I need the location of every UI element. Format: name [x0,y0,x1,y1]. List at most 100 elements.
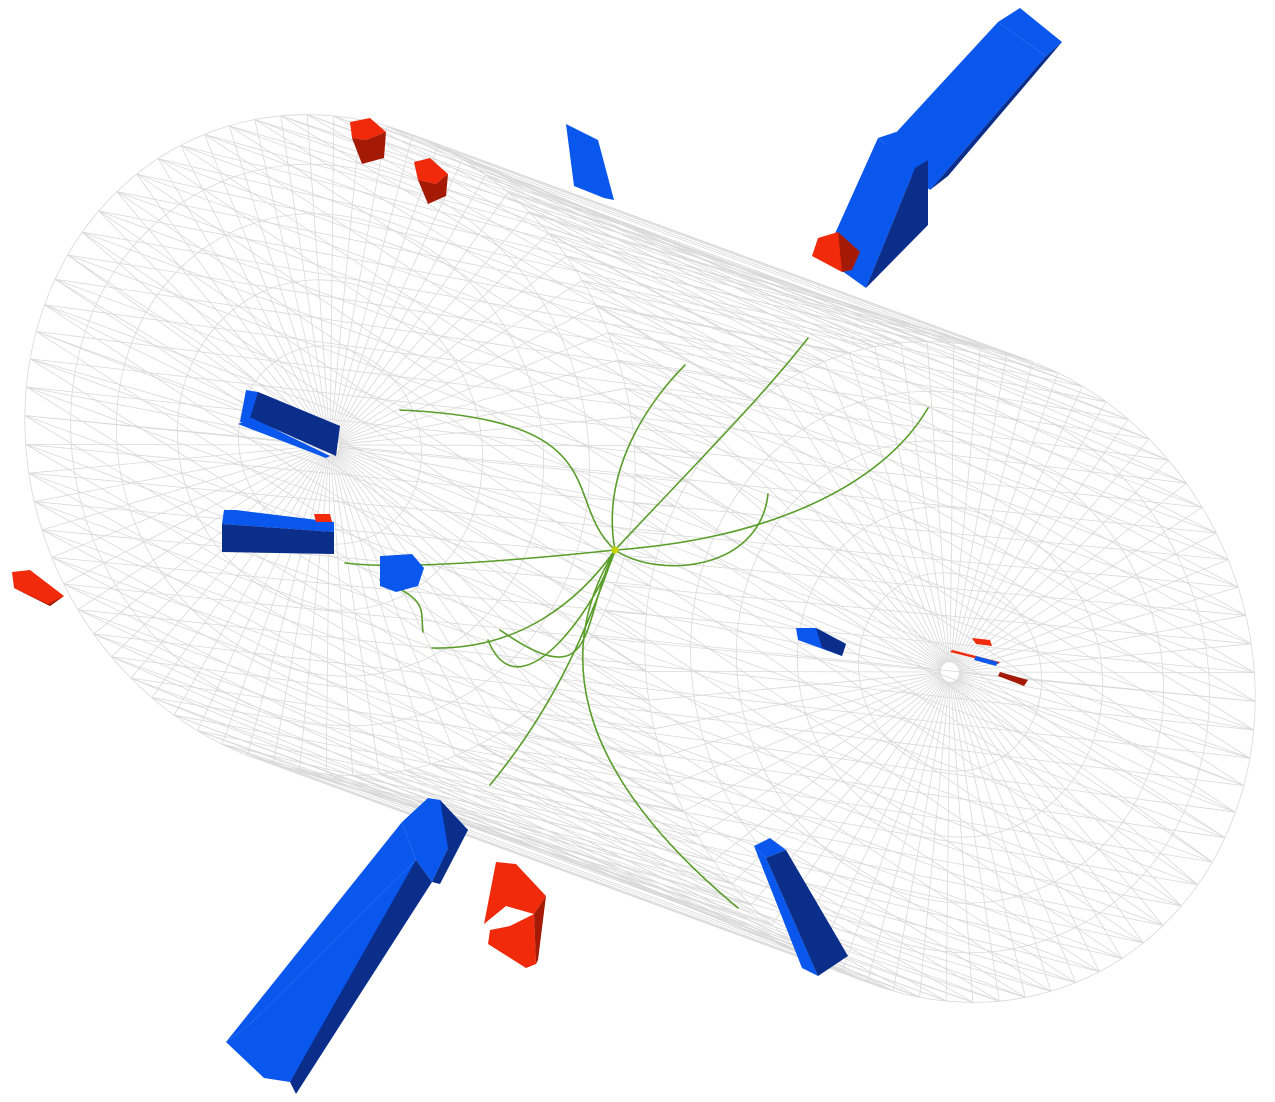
mesh-barrel-line [136,173,665,533]
mesh-barrel-line [623,558,1246,616]
red-tower-icon [972,638,992,646]
red-tower-icon [352,132,386,164]
mesh-spoke [718,437,944,666]
particle-track [614,337,809,551]
mesh-barrel-line [36,331,657,559]
mesh-barrel-line [485,174,954,344]
red-tower-icon [488,914,536,968]
mesh-barrel-line [592,634,1213,863]
mesh-barrel-line [623,558,1244,786]
mesh-barrel-line [26,386,647,615]
mesh-spoke [98,210,324,439]
mesh-spoke [77,449,323,610]
mesh-barrel-line [25,444,699,837]
mesh-barrel-line [111,656,732,885]
mesh-spoke [221,453,328,745]
mesh-barrel-line [77,609,699,837]
mesh-barrel-line [157,158,779,386]
particle-track [581,549,739,909]
mesh-barrel-line [93,633,714,862]
particle-track [431,549,616,649]
particle-track [499,549,616,658]
mesh-barrel-line [604,610,1226,839]
mesh-spoke [959,671,1255,673]
blue-tower-icon [432,800,468,884]
mesh-barrel-line [581,280,1255,673]
mesh-barrel-line [254,119,738,419]
mesh-barrel-line [501,731,1123,959]
mesh-spoke [335,211,530,439]
mesh-barrel-line [360,119,825,362]
blue-tower-icon [766,850,848,976]
mesh-barrel-line [307,114,779,386]
blue-tower-icon [816,628,846,656]
mesh-barrel-line [157,158,676,507]
mesh-barrel-line [221,743,843,972]
mesh-spoke [900,342,949,663]
mesh-barrel-line [28,472,714,862]
mesh-barrel-line [204,134,825,362]
calorimeter-deposits [12,8,1062,1094]
blue-tower-icon [754,838,786,858]
mesh-spoke [306,114,330,436]
red-tower-icon [484,862,546,924]
mesh-barrel-line [98,210,651,587]
mesh-ring [70,163,590,727]
blue-tower-icon [566,124,614,200]
mesh-spoke [25,443,321,446]
blue-tower-icon [930,42,1062,190]
red-tower-icon [838,232,860,272]
mesh-spoke [955,679,1144,944]
blue-tower-icon [226,822,416,1042]
mesh-spoke [953,681,1076,983]
mesh-spoke [334,174,487,438]
mesh-barrel-line [577,657,1198,886]
blue-tower-icon [998,8,1062,56]
mesh-spoke [331,454,380,775]
red-tower-icon [998,672,1028,686]
blue-tower-icon [238,418,330,458]
particle-track [344,549,616,567]
mesh-spoke [116,191,324,438]
mesh-spoke [958,559,1229,669]
mesh-barrel-line [581,280,1203,508]
mesh-barrel-line [542,698,1164,926]
mesh-spoke [736,418,944,665]
mesh-barrel-line [507,192,1229,560]
mesh-barrel-line [111,656,868,983]
mesh-barrel-line [26,386,673,785]
mesh-barrel-line [462,158,928,343]
mesh-barrel-line [485,174,1107,403]
mesh-barrel-line [455,755,1198,886]
mesh-spoke [338,448,616,586]
mesh-spoke [713,677,944,862]
particle-tracks [344,337,929,909]
mesh-barrel-line [63,583,795,943]
mesh-spoke [654,673,942,730]
mesh-barrel-line [273,763,894,992]
mesh-spoke [157,158,326,437]
mesh-spoke [111,451,324,658]
blue-tower-icon [380,554,424,592]
mesh-spoke [958,675,1244,786]
mesh-barrel-line [98,210,719,439]
mesh-ring [690,390,1210,954]
mesh-barrel-line [528,211,1239,588]
mesh-spoke [956,459,1169,666]
mesh-spoke [650,585,942,670]
mesh-spoke [957,677,1213,863]
particle-track [614,493,769,567]
mesh-spoke [687,481,943,667]
mesh-spoke [338,416,632,445]
mesh-spoke [954,680,1123,959]
blue-tower-icon [754,846,818,976]
mesh-spoke [336,255,567,440]
mesh-spoke [41,447,322,531]
mesh-spoke [337,449,606,612]
mesh-barrel-line [36,331,655,730]
mesh-barrel-line [507,192,981,348]
mesh-barrel-line [437,145,1059,374]
mesh-barrel-line [44,304,650,701]
